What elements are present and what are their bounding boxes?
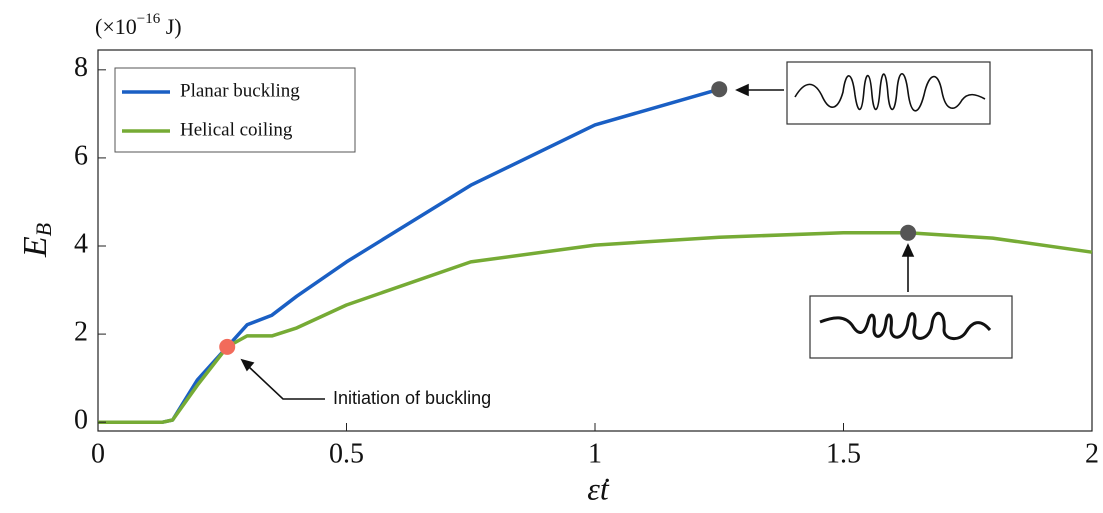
y-tick-label: 8 xyxy=(74,52,88,83)
x-tick-label: 0.5 xyxy=(329,438,364,469)
unit-label: (×10−16 J) xyxy=(95,11,182,39)
marker xyxy=(219,338,236,355)
legend-label: Planar buckling xyxy=(180,80,300,101)
y-tick-label: 2 xyxy=(74,317,88,348)
inset-helical xyxy=(809,295,1013,359)
inset-curve xyxy=(794,72,986,112)
y-axis-label: EB xyxy=(17,223,56,258)
x-tick-label: 2 xyxy=(1085,438,1099,469)
marker xyxy=(711,81,728,98)
legend-label: Helical coiling xyxy=(180,119,293,140)
y-tick-label: 0 xyxy=(74,405,88,436)
x-tick-label: 1.5 xyxy=(826,438,861,469)
inset-curve xyxy=(819,312,992,340)
series-line xyxy=(98,231,1093,424)
x-axis-label: ε̇t xyxy=(587,470,610,506)
legend xyxy=(114,67,356,153)
annotation: Initiation of buckling xyxy=(333,388,491,408)
x-tick-label: 1 xyxy=(588,438,602,469)
y-tick-label: 6 xyxy=(74,140,88,171)
marker xyxy=(900,224,917,241)
y-tick-label: 4 xyxy=(74,228,88,259)
x-tick-label: 0 xyxy=(91,438,105,469)
arrows xyxy=(240,83,915,400)
